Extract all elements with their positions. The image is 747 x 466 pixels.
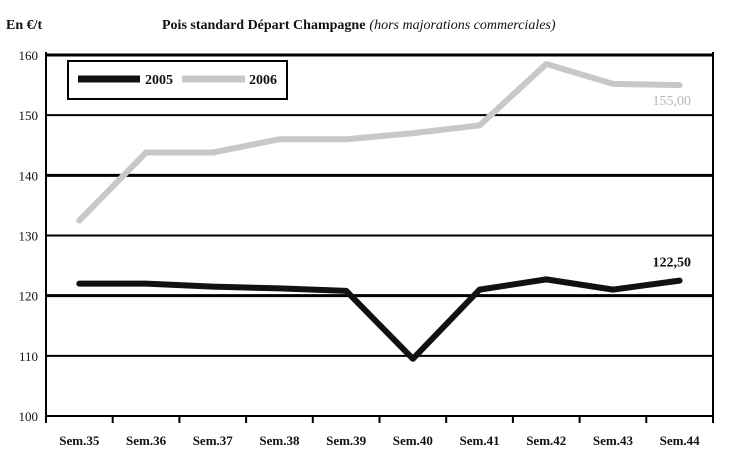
grid-lines [46,53,713,357]
series-line-2006 [76,61,683,224]
chart-title-note: (hors majorations commerciales) [369,18,555,33]
y-tick-label: 150 [19,108,39,123]
y-tick-label: 110 [19,349,38,364]
x-axis: Sem.35 Sem.36 Sem.37 Sem.38 Sem.39 Sem.40 Sem.… [45,415,714,448]
chart-title-main: Pois standard Départ Champagne [162,18,365,33]
y-tick-label: 130 [19,229,39,244]
y-tick-label: 100 [19,409,39,424]
x-tick-label: Sem.36 [126,433,167,448]
y-tick-label: 160 [19,48,39,63]
chart-title: Pois standard Départ Champagne (hors majo… [162,18,556,33]
series-line-2005 [76,276,683,362]
x-tick-label: Sem.37 [193,433,234,448]
x-tick-label: Sem.44 [660,433,701,448]
legend-label-2005: 2005 [145,73,173,88]
x-tick-label: Sem.43 [593,433,634,448]
series-lines [76,61,683,362]
x-tick-label: Sem.42 [526,433,566,448]
x-tick-label: Sem.40 [393,433,433,448]
y-unit-label: En €/t [6,18,43,33]
end-labels: 122,50 155,00 [653,94,692,271]
legend-label-2006: 2006 [249,73,277,88]
y-axis: 100 110 120 130 140 150 160 [19,48,714,424]
x-tick-label: Sem.41 [460,433,500,448]
end-label-2005: 122,50 [653,256,692,271]
x-tick-label: Sem.35 [59,433,100,448]
legend: 2005 2006 [67,60,288,100]
x-tick-label: Sem.38 [259,433,300,448]
y-tick-label: 140 [19,168,39,183]
y-tick-label: 120 [19,289,39,304]
x-tick-label: Sem.39 [326,433,367,448]
end-label-2006: 155,00 [653,94,692,109]
